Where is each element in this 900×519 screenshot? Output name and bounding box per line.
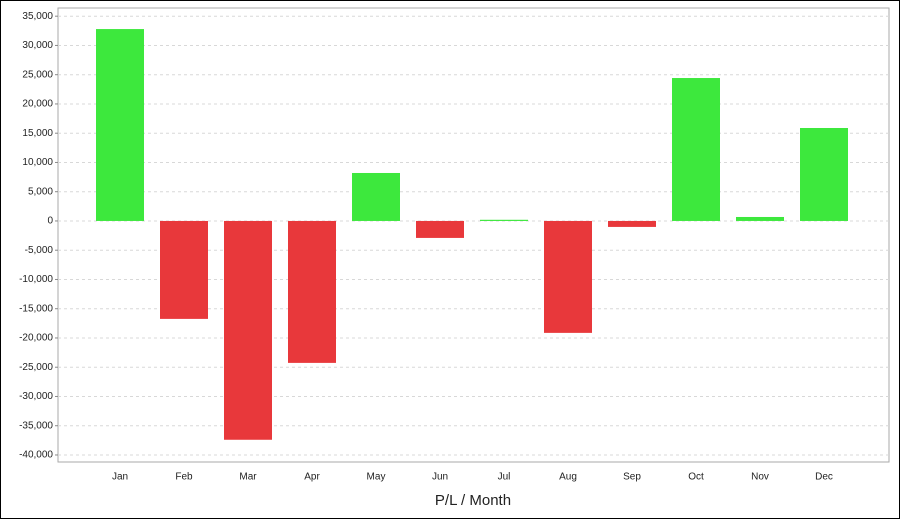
y-tick-label: -25,000	[19, 362, 53, 373]
y-tick-label: -15,000	[19, 303, 53, 314]
y-tick-label: -10,000	[19, 274, 53, 285]
y-tick-label: 5,000	[28, 186, 53, 197]
bar	[800, 127, 848, 221]
y-tick-label: 15,000	[22, 128, 53, 139]
bar	[544, 220, 592, 333]
x-axis-title: P/L / Month	[435, 492, 511, 509]
x-tick-label: Dec	[815, 472, 833, 483]
y-tick-label: 10,000	[22, 157, 53, 168]
x-tick-label: Jun	[432, 472, 448, 483]
y-tick-label: 25,000	[22, 69, 53, 80]
x-tick-label: May	[367, 472, 386, 483]
bar	[736, 216, 784, 221]
y-tick-label: 30,000	[22, 40, 53, 51]
x-tick-label: Jul	[498, 472, 511, 483]
bar	[96, 29, 144, 221]
y-tick-label: -5,000	[25, 245, 54, 256]
bar	[288, 220, 336, 363]
bar	[608, 220, 656, 227]
x-tick-label: Apr	[304, 472, 320, 483]
bar	[672, 78, 720, 221]
y-tick-label: 35,000	[22, 11, 53, 22]
x-tick-label: Sep	[623, 472, 641, 483]
x-tick-label: Mar	[239, 472, 257, 483]
y-tick-label: -30,000	[19, 391, 53, 402]
bar	[160, 220, 208, 319]
bar	[480, 219, 528, 221]
bar	[352, 172, 400, 221]
y-tick-label: -20,000	[19, 333, 53, 344]
x-tick-label: Jan	[112, 472, 128, 483]
x-tick-label: Nov	[751, 472, 769, 483]
y-tick-label: 0	[47, 216, 53, 227]
y-tick-label: 20,000	[22, 99, 53, 110]
bar	[416, 220, 464, 238]
bar	[224, 220, 272, 440]
y-tick-label: -40,000	[19, 450, 53, 461]
x-tick-label: Aug	[559, 472, 577, 483]
x-tick-label: Oct	[688, 472, 704, 483]
y-tick-label: -35,000	[19, 420, 53, 431]
x-tick-label: Feb	[175, 472, 193, 483]
